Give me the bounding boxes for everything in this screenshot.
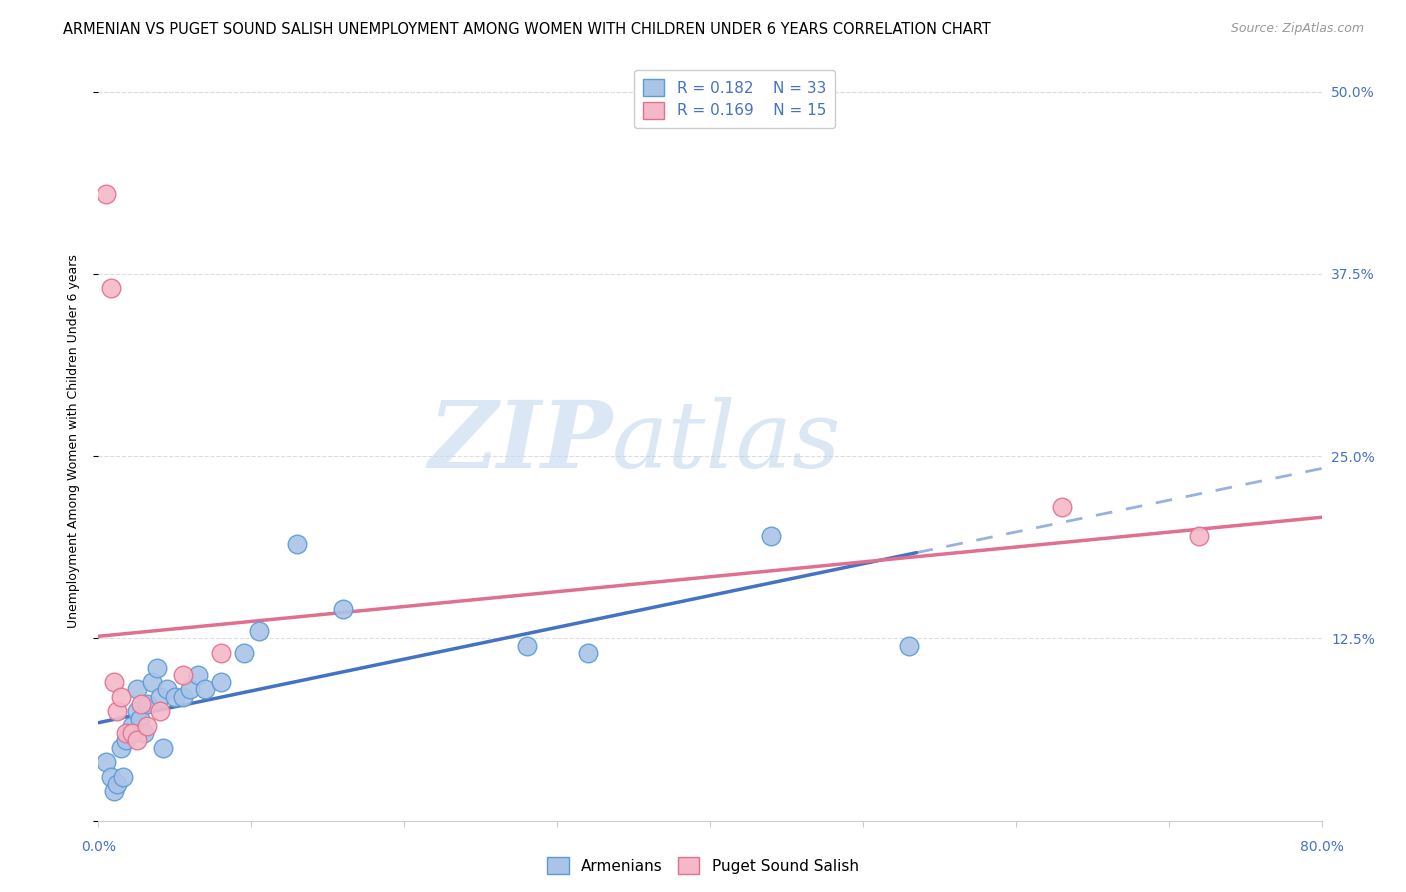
Point <box>136 719 159 733</box>
Point <box>232 646 254 660</box>
Text: ARMENIAN VS PUGET SOUND SALISH UNEMPLOYMENT AMONG WOMEN WITH CHILDREN UNDER 6 YE: ARMENIAN VS PUGET SOUND SALISH UNEMPLOYM… <box>63 22 991 37</box>
Point <box>209 646 232 660</box>
Point <box>576 646 599 660</box>
Point <box>332 602 354 616</box>
Point <box>105 777 128 791</box>
Point <box>121 719 143 733</box>
Point <box>94 756 117 770</box>
Legend: Armenians, Puget Sound Salish: Armenians, Puget Sound Salish <box>541 851 865 880</box>
Point <box>149 704 172 718</box>
Point <box>103 675 125 690</box>
Point <box>110 690 132 704</box>
Point <box>152 740 174 755</box>
Point <box>128 712 150 726</box>
Point <box>103 784 125 798</box>
Point <box>115 733 138 747</box>
Point <box>125 704 148 718</box>
Legend: R = 0.182    N = 33, R = 0.169    N = 15: R = 0.182 N = 33, R = 0.169 N = 15 <box>634 70 835 128</box>
Point <box>209 675 232 690</box>
Point <box>134 726 156 740</box>
Point <box>125 682 148 697</box>
Point <box>145 660 167 674</box>
Point <box>141 675 163 690</box>
Point <box>129 697 152 711</box>
Point <box>179 682 201 697</box>
Point <box>194 682 217 697</box>
Text: 0.0%: 0.0% <box>82 839 115 854</box>
Text: ZIP: ZIP <box>427 397 612 486</box>
Point <box>100 281 122 295</box>
Point <box>1188 529 1211 543</box>
Point <box>187 668 209 682</box>
Point <box>759 529 782 543</box>
Point <box>110 740 132 755</box>
Point <box>247 624 270 639</box>
Point <box>156 682 179 697</box>
Point <box>121 726 143 740</box>
Point <box>118 726 141 740</box>
Text: 80.0%: 80.0% <box>1299 839 1344 854</box>
Point <box>163 690 186 704</box>
Point <box>149 690 172 704</box>
Point <box>516 639 538 653</box>
Point <box>172 690 194 704</box>
Point <box>897 639 920 653</box>
Point <box>125 733 148 747</box>
Text: atlas: atlas <box>612 397 842 486</box>
Point <box>285 536 308 550</box>
Point <box>172 668 194 682</box>
Point <box>94 186 117 201</box>
Point <box>100 770 122 784</box>
Y-axis label: Unemployment Among Women with Children Under 6 years: Unemployment Among Women with Children U… <box>67 254 80 629</box>
Point <box>111 770 134 784</box>
Point <box>115 726 138 740</box>
Text: Source: ZipAtlas.com: Source: ZipAtlas.com <box>1230 22 1364 36</box>
Point <box>1050 500 1073 515</box>
Point <box>105 704 128 718</box>
Point <box>136 697 159 711</box>
